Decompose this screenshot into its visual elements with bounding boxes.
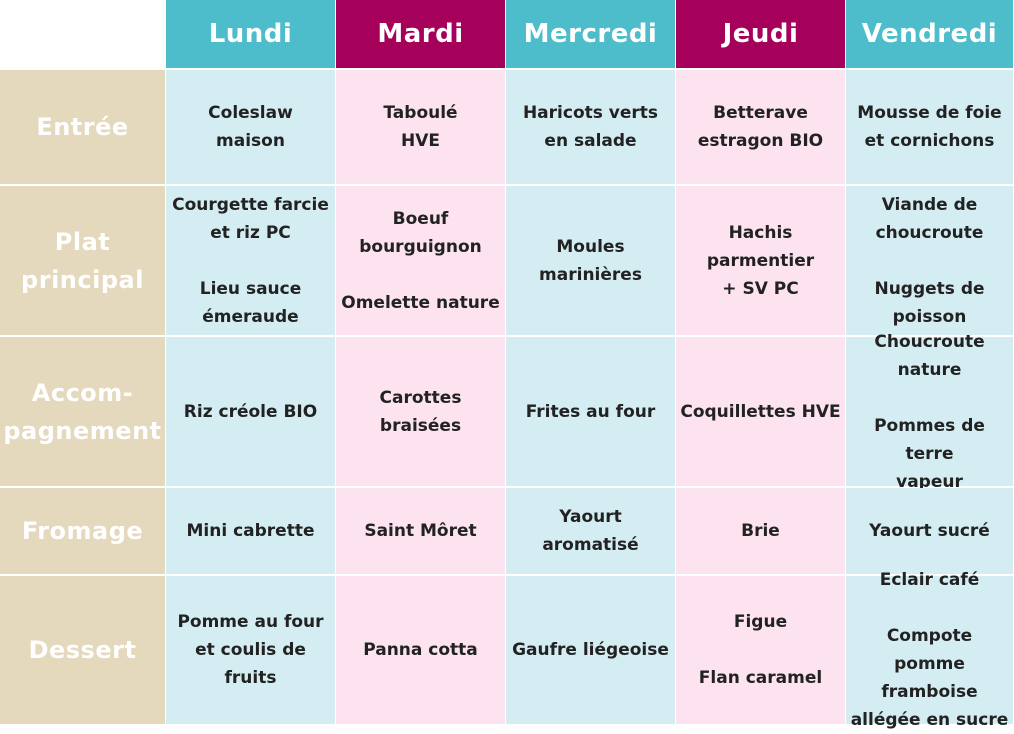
menu-cell-plat-mardi: Boeuf bourguignon Omelette nature (336, 186, 506, 337)
menu-cell-fromage-mercredi: Yaourt aromatisé (506, 488, 676, 576)
menu-cell-entree-mercredi: Haricots verts en salade (506, 70, 676, 186)
menu-cell-fromage-mardi: Saint Môret (336, 488, 506, 576)
day-header-mardi: Mardi (336, 0, 506, 70)
menu-cell-dessert-mercredi: Gaufre liégeoise (506, 576, 676, 726)
menu-cell-entree-jeudi: Betterave estragon BIO (676, 70, 846, 186)
day-header-jeudi: Jeudi (676, 0, 846, 70)
menu-cell-plat-mercredi: Moules marinières (506, 186, 676, 337)
row-label-plat-principal: Plat principal (0, 186, 166, 337)
menu-cell-accompagnement-vendredi: Choucroute nature Pommes de terre vapeur (846, 332, 1014, 492)
menu-cell-entree-mardi: Taboulé HVE (336, 70, 506, 186)
menu-cell-dessert-mardi: Panna cotta (336, 576, 506, 726)
row-label-dessert: Dessert (0, 576, 166, 726)
menu-cell-plat-jeudi: Hachis parmentier + SV PC (676, 186, 846, 337)
day-header-vendredi: Vendredi (846, 0, 1014, 70)
menu-cell-plat-lundi: Courgette farcie et riz PC Lieu sauce ém… (166, 186, 336, 337)
menu-cell-accompagnement-mardi: Carottes braisées (336, 337, 506, 488)
row-label-entree: Entrée (0, 70, 166, 186)
menu-cell-entree-vendredi: Mousse de foie et cornichons (846, 70, 1014, 186)
menu-cell-dessert-jeudi: Figue Flan caramel (676, 576, 846, 726)
menu-cell-accompagnement-mercredi: Frites au four (506, 337, 676, 488)
table-corner (0, 0, 166, 70)
menu-cell-dessert-vendredi: Eclair café Compote pomme framboise allé… (846, 570, 1014, 730)
menu-cell-plat-vendredi: Viande de choucroute Nuggets de poisson (846, 186, 1014, 337)
row-label-fromage: Fromage (0, 488, 166, 576)
menu-cell-entree-lundi: Coleslaw maison (166, 70, 336, 186)
menu-cell-dessert-lundi: Pomme au four et coulis de fruits (166, 576, 336, 726)
day-header-mercredi: Mercredi (506, 0, 676, 70)
day-header-lundi: Lundi (166, 0, 336, 70)
menu-cell-fromage-jeudi: Brie (676, 488, 846, 576)
menu-cell-fromage-lundi: Mini cabrette (166, 488, 336, 576)
menu-cell-accompagnement-jeudi: Coquillettes HVE (676, 337, 846, 488)
menu-cell-fromage-vendredi: Yaourt sucré (846, 488, 1014, 576)
row-label-accompagnement: Accom- pagnement (0, 337, 166, 488)
menu-cell-accompagnement-lundi: Riz créole BIO (166, 337, 336, 488)
